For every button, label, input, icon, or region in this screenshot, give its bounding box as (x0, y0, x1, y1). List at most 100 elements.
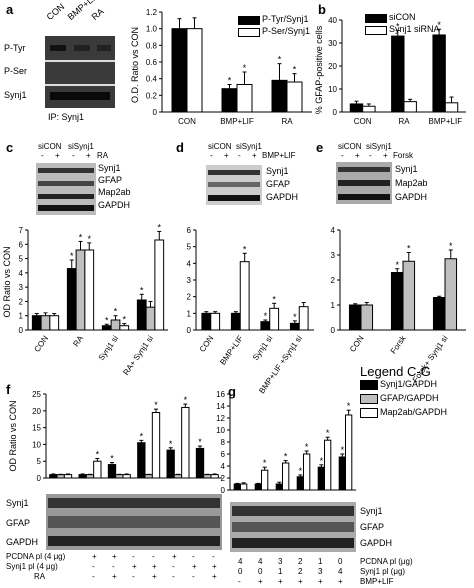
bar (391, 35, 405, 113)
blot-band (38, 194, 94, 199)
condition-value: + (298, 577, 303, 586)
bar (348, 304, 362, 331)
category-label: BMP+LIF +Synj1 si (257, 334, 304, 395)
y-tick-label: 2 (331, 276, 336, 285)
condition-value: + (338, 577, 343, 586)
blot-a-row-label: Synj1 (4, 90, 27, 100)
y-tick-label: 0 (331, 326, 336, 335)
category-label: CON (348, 334, 366, 354)
category-label: Synj1 si (251, 334, 275, 362)
legend-swatch (365, 14, 387, 23)
significance-star: * (264, 311, 268, 321)
bar (360, 304, 374, 331)
bar (107, 464, 117, 479)
y-tick-label: 12 (216, 414, 225, 423)
significance-star: * (140, 431, 144, 441)
bar (282, 462, 290, 491)
category-label: Synj1 si (97, 334, 121, 362)
bar (298, 306, 309, 331)
blot-band (50, 45, 66, 51)
condition-value: 4 (238, 557, 243, 566)
bar (338, 456, 347, 491)
bar (136, 299, 147, 331)
bar (236, 84, 253, 113)
condition-value: 3 (318, 567, 323, 576)
y-tick-label: 8 (221, 438, 226, 447)
legend-swatch (365, 26, 387, 35)
blot-a-divider (45, 60, 115, 62)
y-tick-label: 3 (19, 283, 24, 292)
blot-a-lane-label: CON (44, 1, 67, 23)
blot-treatment: BMP+LIF (262, 151, 296, 160)
legend-swatch (360, 408, 378, 418)
significance-star: * (110, 454, 114, 464)
bar (186, 28, 203, 113)
condition-sign: + (92, 552, 97, 561)
category-label: CON (33, 334, 51, 354)
y-tick-label: 4 (19, 269, 24, 278)
significance-star: * (293, 65, 297, 75)
y-axis-label: OD Ratio vs CON (2, 246, 12, 317)
y-tick-label: 0.6 (146, 58, 158, 67)
blot-sign: - (210, 151, 213, 160)
bar (432, 297, 446, 331)
blot-a-lane-label: RA (89, 6, 106, 23)
significance-star: * (293, 312, 297, 322)
cond-label: PCDNA pl (μg) (360, 557, 413, 566)
significance-star: * (105, 315, 109, 325)
blot-band (97, 45, 111, 51)
panel-label-a: a (6, 2, 14, 17)
y-tick-label: 6 (221, 450, 226, 459)
blot-band (338, 167, 390, 172)
cond-label: RA (34, 572, 46, 581)
blot-treatment: Forsk (393, 151, 413, 160)
significance-star: * (198, 437, 202, 447)
panel-label-b: b (318, 2, 326, 17)
category-label: CON (178, 117, 196, 126)
blot-header: siCON (208, 142, 232, 151)
blot-row-label: Synj1 (6, 498, 29, 508)
blot-header: siCON (338, 142, 362, 151)
bar (261, 469, 269, 491)
bar (362, 105, 376, 113)
significance-star: * (449, 241, 453, 251)
bar (66, 268, 77, 331)
y-tick-label: 0.2 (146, 91, 158, 100)
blot-band (208, 170, 260, 175)
y-tick-label: 15 (32, 424, 41, 433)
bar (195, 447, 205, 479)
bar (233, 483, 241, 491)
y-tick-label: 3 (331, 251, 336, 260)
blot-band (38, 168, 94, 173)
bar (56, 474, 65, 479)
significance-star: * (87, 234, 91, 244)
legend-label: GFAP/GAPDH (380, 393, 439, 403)
significance-star: * (263, 458, 267, 468)
significance-star: * (272, 294, 276, 304)
y-tick-label: 4 (331, 226, 336, 235)
significance-star: * (341, 445, 345, 455)
y-tick-label: 4 (221, 462, 226, 471)
significance-star: * (184, 395, 188, 405)
category-label: RA+ Synj1 si (121, 334, 155, 377)
bar (78, 474, 87, 479)
significance-star: * (96, 450, 100, 460)
bar (166, 449, 175, 479)
blot-row-label: GAPDH (395, 192, 428, 202)
significance-star: * (122, 315, 126, 325)
significance-star: * (299, 466, 303, 476)
condition-value: 0 (338, 557, 343, 566)
significance-star: * (169, 439, 173, 449)
bar (260, 321, 271, 331)
blot-row-label: GAPDH (360, 538, 393, 548)
blot-band (338, 180, 390, 186)
blot-band (232, 538, 354, 548)
significance-star: * (114, 307, 118, 317)
bar (115, 474, 124, 479)
category-label: Forsk (389, 333, 408, 355)
significance-star: * (347, 401, 351, 411)
blot-sign: - (341, 151, 344, 160)
blot-sign: - (369, 151, 372, 160)
bar (181, 406, 190, 479)
legend-swatch (238, 28, 260, 37)
